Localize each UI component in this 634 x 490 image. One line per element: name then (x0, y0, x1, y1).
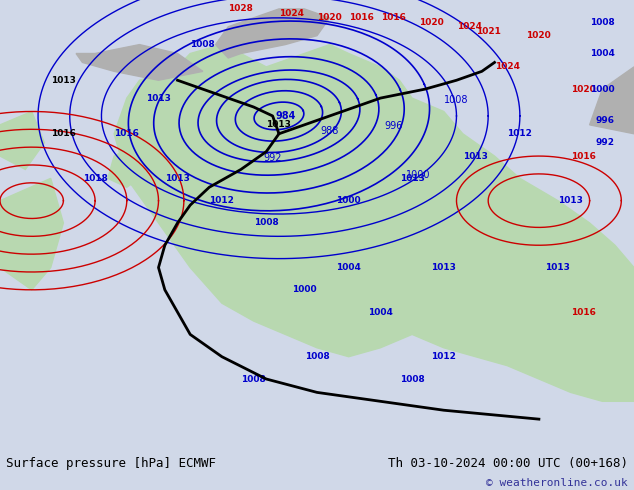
Text: 1004: 1004 (590, 49, 615, 58)
Text: 1012: 1012 (209, 196, 235, 205)
Text: 1013: 1013 (545, 263, 571, 272)
Text: 1013: 1013 (558, 196, 583, 205)
Text: 1004: 1004 (368, 308, 393, 317)
Text: 1020: 1020 (418, 18, 444, 27)
Polygon shape (0, 178, 63, 290)
Polygon shape (76, 45, 203, 80)
Text: 1016: 1016 (380, 13, 406, 23)
Text: 1013: 1013 (431, 263, 456, 272)
Text: 1000: 1000 (292, 285, 316, 294)
Text: 1028: 1028 (228, 4, 254, 13)
Text: 1004: 1004 (336, 263, 361, 272)
Text: 1024: 1024 (279, 9, 304, 18)
Text: 1008: 1008 (304, 352, 330, 361)
Text: 1012: 1012 (431, 352, 456, 361)
Text: 992: 992 (596, 138, 615, 147)
Polygon shape (216, 9, 330, 58)
Text: 1013: 1013 (266, 121, 292, 129)
Polygon shape (590, 67, 634, 134)
Text: 1000: 1000 (337, 196, 361, 205)
Text: 1000: 1000 (406, 171, 430, 180)
Text: 1012: 1012 (507, 129, 533, 138)
Text: 1008: 1008 (590, 18, 615, 27)
Text: Surface pressure [hPa] ECMWF: Surface pressure [hPa] ECMWF (6, 457, 216, 470)
Text: 1016: 1016 (571, 151, 596, 161)
Text: 1020: 1020 (317, 13, 342, 23)
Text: 996: 996 (596, 116, 615, 125)
Text: 1016: 1016 (51, 129, 76, 138)
Text: 992: 992 (263, 152, 282, 163)
Polygon shape (114, 45, 634, 401)
Text: 988: 988 (321, 126, 339, 136)
Text: 1024: 1024 (456, 22, 482, 31)
Text: 1008: 1008 (241, 374, 266, 384)
Text: 1021: 1021 (476, 27, 501, 36)
Text: 1018: 1018 (82, 174, 108, 183)
Text: Th 03-10-2024 00:00 UTC (00+168): Th 03-10-2024 00:00 UTC (00+168) (387, 457, 628, 470)
Text: © weatheronline.co.uk: © weatheronline.co.uk (486, 478, 628, 489)
Text: 1008: 1008 (190, 40, 216, 49)
Polygon shape (108, 143, 152, 187)
Text: 984: 984 (275, 111, 295, 121)
Text: 1020: 1020 (526, 31, 552, 40)
Text: 1016: 1016 (114, 129, 139, 138)
Text: 1008: 1008 (399, 374, 425, 384)
Text: 1016: 1016 (571, 308, 596, 317)
Text: 1004: 1004 (254, 0, 278, 2)
Text: 1013: 1013 (399, 174, 425, 183)
Text: 1008: 1008 (444, 95, 469, 104)
Text: 1024: 1024 (495, 62, 520, 72)
Text: 1016: 1016 (349, 13, 374, 23)
Text: 1013: 1013 (165, 174, 190, 183)
Polygon shape (0, 112, 44, 170)
Text: 1013: 1013 (51, 76, 76, 85)
Text: 1013: 1013 (146, 94, 171, 102)
Text: 1013: 1013 (463, 151, 488, 161)
Text: 1008: 1008 (254, 219, 279, 227)
Text: 996: 996 (384, 122, 402, 131)
Text: 1000: 1000 (590, 85, 615, 94)
Text: 1020: 1020 (571, 85, 596, 94)
